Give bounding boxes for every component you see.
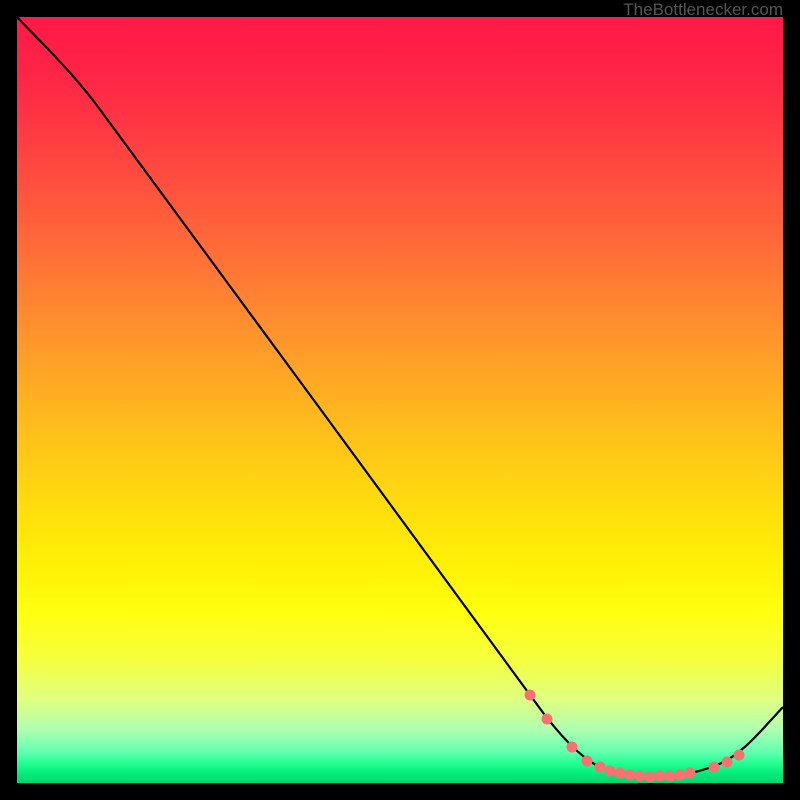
data-marker xyxy=(595,762,605,772)
data-marker xyxy=(734,750,744,760)
chart-area xyxy=(17,17,783,783)
data-marker xyxy=(655,771,665,781)
data-marker xyxy=(542,714,552,724)
data-marker xyxy=(675,770,685,780)
data-marker xyxy=(635,771,645,781)
watermark-text: TheBottlenecker.com xyxy=(623,0,783,20)
data-marker xyxy=(645,772,655,782)
data-marker xyxy=(582,756,592,766)
data-marker xyxy=(567,742,577,752)
data-marker xyxy=(685,768,695,778)
chart-background xyxy=(17,17,783,783)
data-marker xyxy=(665,771,675,781)
data-marker xyxy=(615,768,625,778)
data-marker xyxy=(625,770,635,780)
data-marker xyxy=(722,757,732,767)
data-marker xyxy=(709,762,719,772)
data-marker xyxy=(605,766,615,776)
chart-svg xyxy=(17,17,783,783)
data-marker xyxy=(525,690,535,700)
